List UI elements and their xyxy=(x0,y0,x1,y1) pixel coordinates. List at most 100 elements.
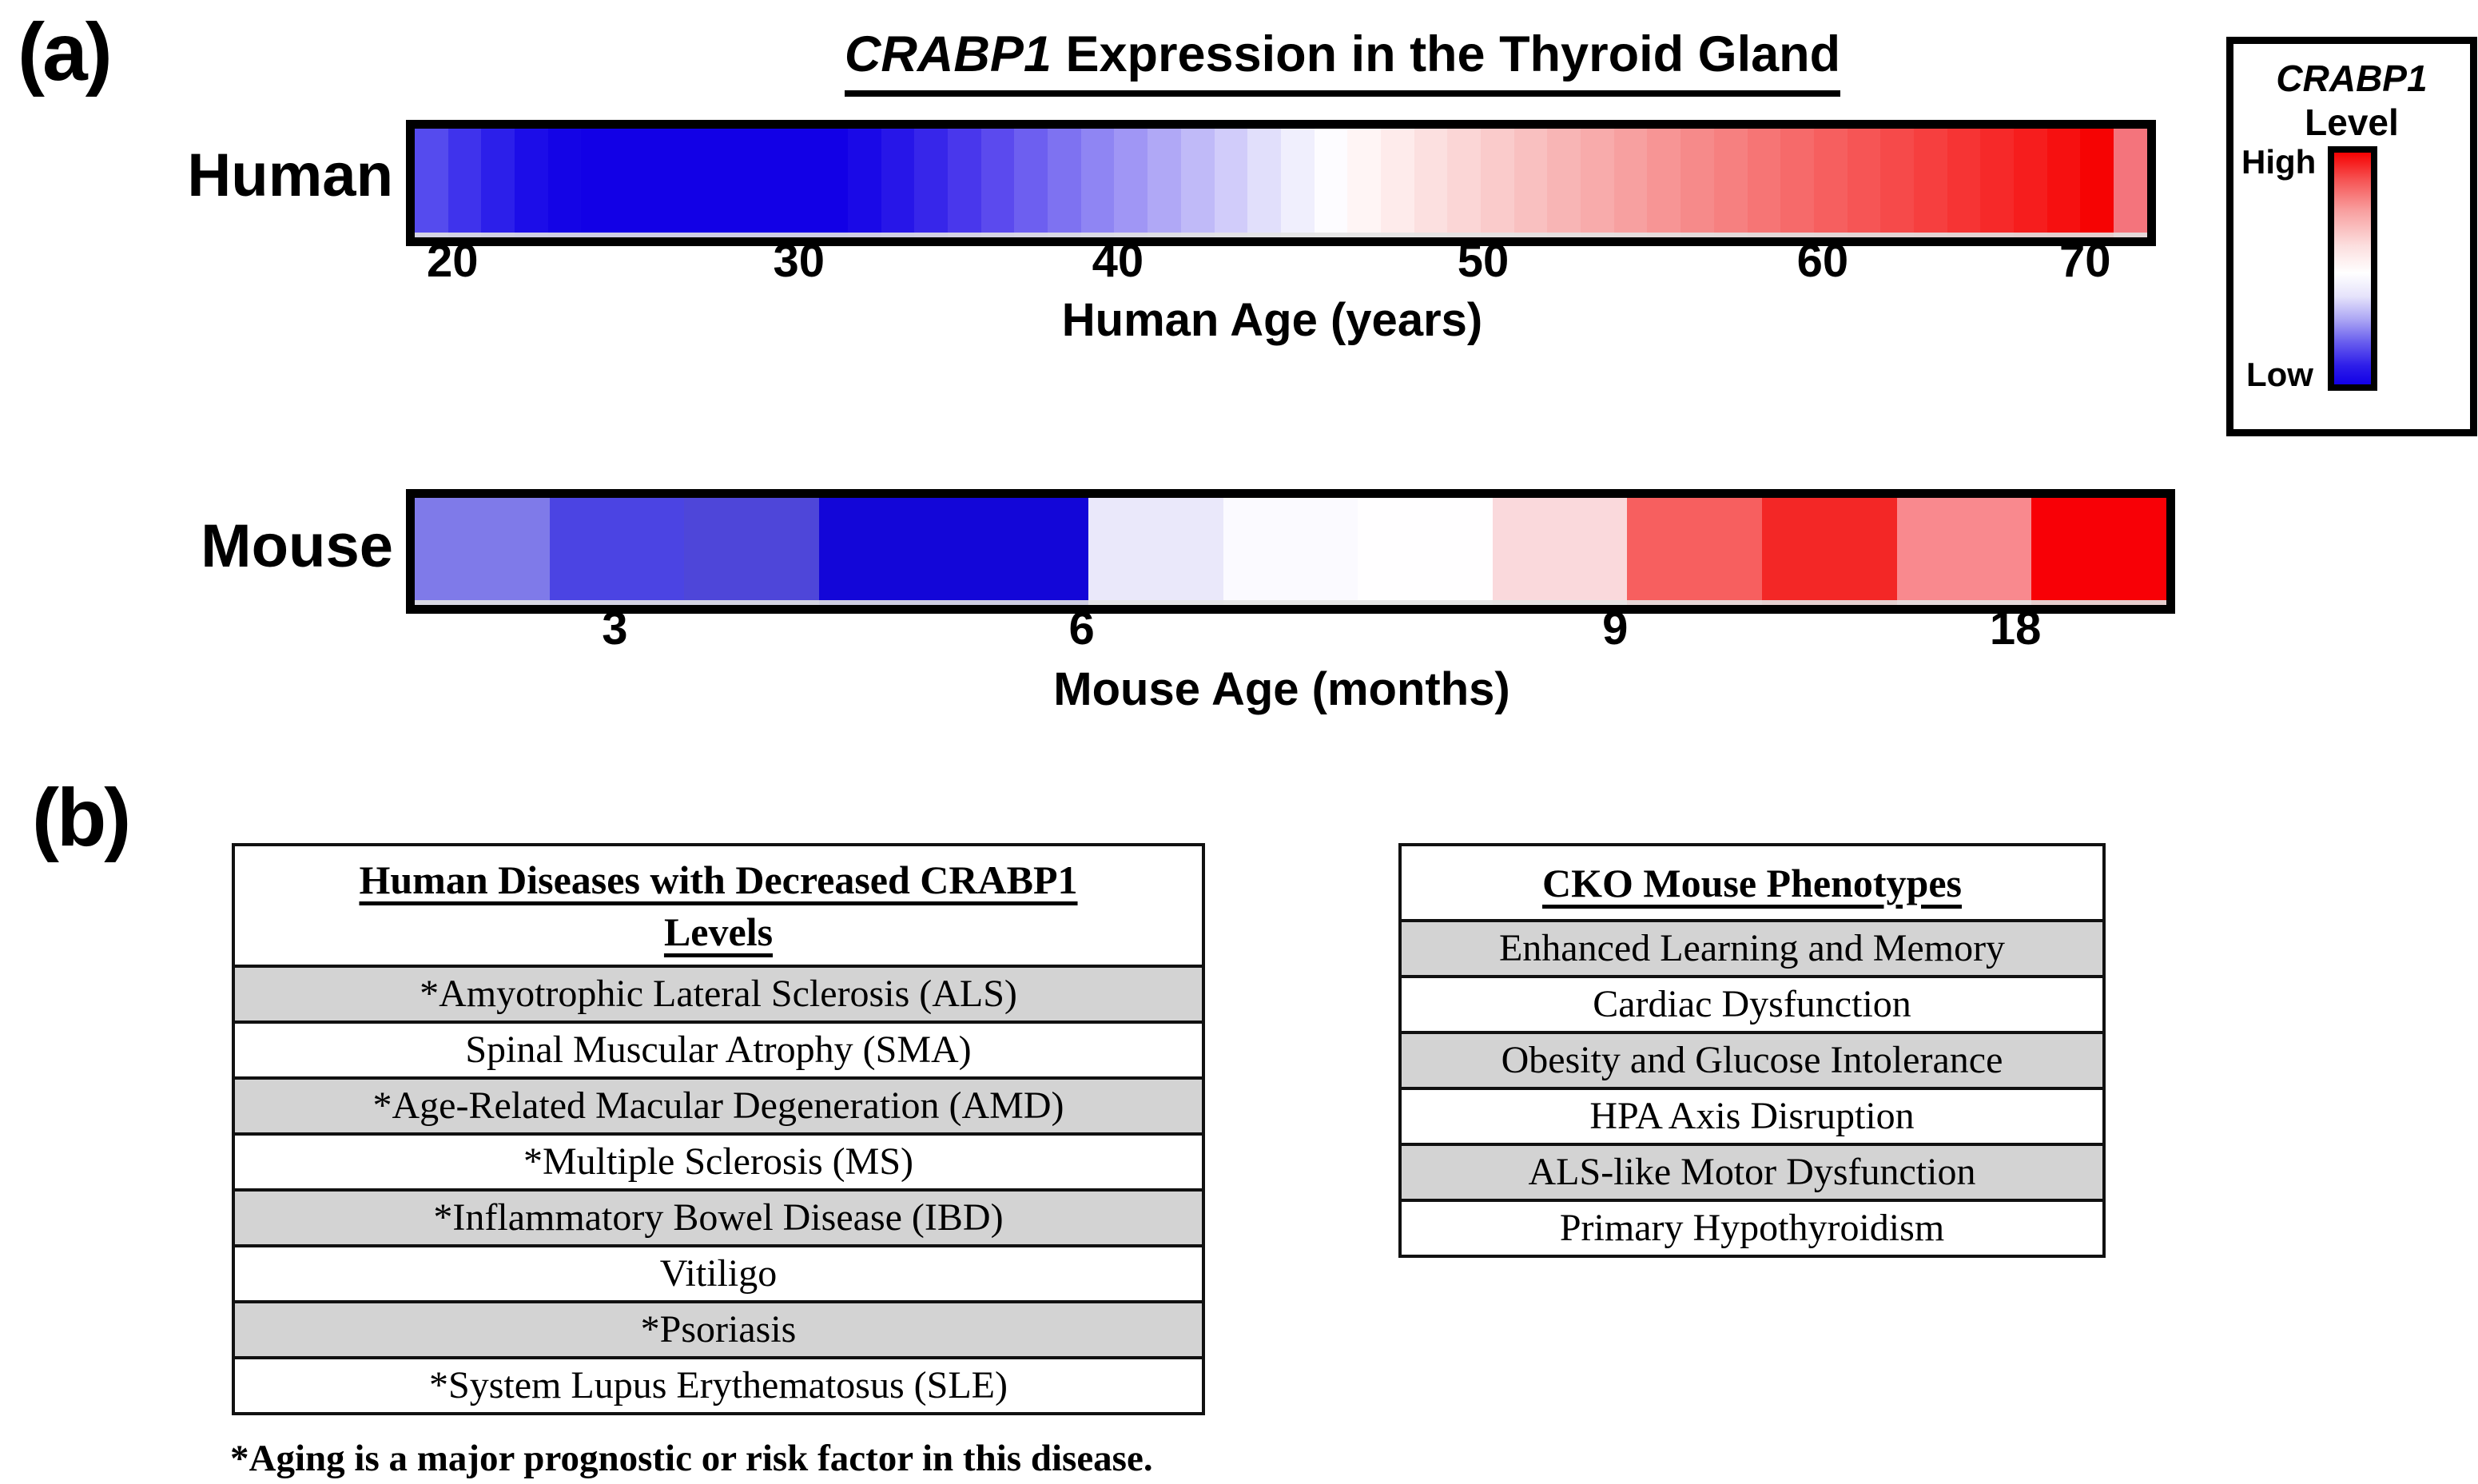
table-row: HPA Axis Disruption xyxy=(1402,1087,2102,1143)
human-heatmap-cell xyxy=(714,129,748,237)
human-heatmap-cell xyxy=(1414,129,1448,237)
human-heatmap-cell xyxy=(1713,129,1748,237)
human-axis-ticks: 20 30 40 50 60 70 xyxy=(415,238,2130,289)
mouse-heatmap-cell xyxy=(1896,498,2032,605)
human-heatmap-cell xyxy=(1481,129,1514,237)
cko-phenotypes-table-body: Enhanced Learning and Memory Cardiac Dysf… xyxy=(1402,919,2102,1255)
legend-high-label: High xyxy=(2241,143,2317,181)
human-heatmap-cell xyxy=(1048,129,1081,237)
table-row: Spinal Muscular Atrophy (SMA) xyxy=(235,1020,1202,1076)
human-heatmap-cell xyxy=(481,129,515,237)
cko-phenotypes-header-line: CKO Mouse Phenotypes xyxy=(1542,861,1962,905)
human-heatmap-cell xyxy=(1014,129,1048,237)
human-axis-tick-60: 60 xyxy=(1796,235,1849,287)
table-row: Enhanced Learning and Memory xyxy=(1402,919,2102,975)
cko-phenotypes-table-header: CKO Mouse Phenotypes xyxy=(1402,846,2102,919)
human-heatmap-cell xyxy=(1947,129,1981,237)
human-diseases-header-line1: Human Diseases with Decreased CRABP1 xyxy=(359,857,1078,902)
human-heatmap-cell xyxy=(1647,129,1681,237)
human-heatmap-cell xyxy=(914,129,948,237)
human-diseases-table-body: *Amyotrophic Lateral Sclerosis (ALS) Spin… xyxy=(235,965,1202,1412)
mouse-axis-title: Mouse Age (months) xyxy=(1053,663,1510,715)
human-heatmap-cell xyxy=(1247,129,1281,237)
mouse-heatmap-cell xyxy=(1492,498,1628,605)
chart-title-gene: CRABP1 xyxy=(844,26,1052,82)
cko-phenotypes-table: CKO Mouse Phenotypes Enhanced Learning a… xyxy=(1398,843,2106,1258)
mouse-axis-tick-3: 3 xyxy=(602,603,628,654)
human-axis-tick-20: 20 xyxy=(426,235,479,287)
human-heatmap-cell xyxy=(2014,129,2047,237)
human-heatmap-cell xyxy=(581,129,615,237)
human-heatmap-cell xyxy=(547,129,582,237)
legend-gradient xyxy=(2328,146,2377,391)
human-heatmap-cell xyxy=(447,129,482,237)
mouse-axis-ticks: 3 6 9 18 xyxy=(415,606,2149,657)
table-row: *Inflammatory Bowel Disease (IBD) xyxy=(235,1188,1202,1244)
human-heatmap-cell xyxy=(1214,129,1248,237)
chart-title: CRABP1 Expression in the Thyroid Gland xyxy=(559,26,2126,97)
human-heatmap-cell xyxy=(781,129,815,237)
human-heatmap-cell xyxy=(747,129,782,237)
human-axis-tick-70: 70 xyxy=(2058,235,2111,287)
human-heatmap-cell xyxy=(1980,129,2014,237)
human-heatmap-cell xyxy=(1114,129,1148,237)
human-heatmap-cell xyxy=(881,129,915,237)
mouse-heatmap-cell xyxy=(818,498,954,605)
table-row: Primary Hypothyroidism xyxy=(1402,1199,2102,1255)
human-heatmap-cell xyxy=(1747,129,1781,237)
table-row: Cardiac Dysfunction xyxy=(1402,975,2102,1031)
mouse-axis-tick-18: 18 xyxy=(1989,603,2042,654)
aging-footnote: *Aging is a major prognostic or risk fac… xyxy=(230,1438,1153,1479)
human-row-label: Human xyxy=(187,141,393,209)
human-heatmap-cell xyxy=(1813,129,1848,237)
mouse-heatmap-cell xyxy=(1088,498,1223,605)
mouse-heatmap-cell xyxy=(1627,498,1763,605)
human-heatmap-cell xyxy=(1913,129,1947,237)
human-diseases-header-line2: Levels xyxy=(663,909,774,954)
human-heatmap-cell xyxy=(1447,129,1481,237)
human-axis-title: Human Age (years) xyxy=(1061,294,1483,346)
human-heatmap-cell xyxy=(1547,129,1581,237)
human-axis-tick-40: 40 xyxy=(1092,235,1144,287)
human-heatmap-cell xyxy=(980,129,1015,237)
human-diseases-table-header: Human Diseases with Decreased CRABP1 Lev… xyxy=(235,846,1202,965)
mouse-heatmap-cell xyxy=(415,498,550,605)
mouse-heatmap-bar xyxy=(406,489,2175,614)
human-heatmap-cell xyxy=(814,129,848,237)
human-heatmap-cell xyxy=(615,129,648,237)
human-heatmap-cell xyxy=(1847,129,1881,237)
chart-title-text: CRABP1 Expression in the Thyroid Gland xyxy=(844,26,1841,97)
human-heatmap-cell xyxy=(1347,129,1381,237)
mouse-heatmap-cell xyxy=(549,498,685,605)
table-row: Obesity and Glucose Intolerance xyxy=(1402,1031,2102,1087)
human-heatmap-cell xyxy=(647,129,682,237)
mouse-bar-bottom-highlight xyxy=(415,600,2166,605)
table-row: *Psoriasis xyxy=(235,1300,1202,1356)
human-heatmap-cell xyxy=(415,129,448,237)
human-heatmap-cell xyxy=(1880,129,1914,237)
human-heatmap-cell xyxy=(1780,129,1814,237)
legend-title-level: Level xyxy=(2305,101,2399,144)
human-diseases-table: Human Diseases with Decreased CRABP1 Lev… xyxy=(232,843,1205,1415)
human-heatmap-cell xyxy=(1280,129,1315,237)
panel-b-label: (b) xyxy=(32,772,131,863)
human-heatmap-cell xyxy=(1613,129,1648,237)
table-row: Vitiligo xyxy=(235,1244,1202,1300)
mouse-heatmap-cell xyxy=(2031,498,2166,605)
human-heatmap-bar xyxy=(406,120,2156,246)
legend-title-gene: CRABP1 xyxy=(2276,58,2428,99)
human-heatmap-cell xyxy=(1314,129,1348,237)
mouse-heatmap-cell xyxy=(1223,498,1358,605)
table-row: ALS-like Motor Dysfunction xyxy=(1402,1143,2102,1199)
human-heatmap-cell xyxy=(2080,129,2114,237)
table-row: *System Lupus Erythematosus (SLE) xyxy=(235,1356,1202,1412)
mouse-axis-tick-6: 6 xyxy=(1068,603,1095,654)
human-heatmap-cell xyxy=(1380,129,1414,237)
human-heatmap-cell xyxy=(1148,129,1181,237)
mouse-heatmap-cell xyxy=(953,498,1089,605)
human-heatmap-cell xyxy=(1080,129,1115,237)
human-heatmap-cell xyxy=(1513,129,1548,237)
human-axis-tick-50: 50 xyxy=(1457,235,1509,287)
legend-low-label: Low xyxy=(2246,356,2313,393)
